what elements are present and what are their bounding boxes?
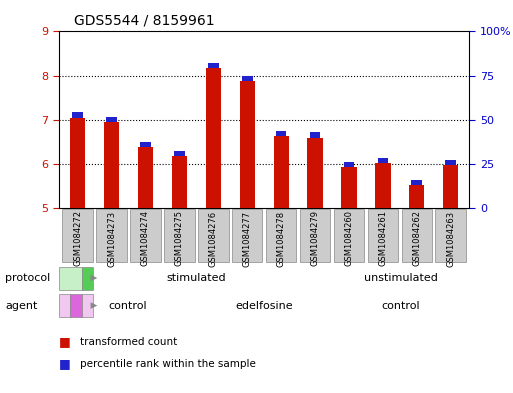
- Bar: [276, 131, 286, 136]
- Text: GSM1084262: GSM1084262: [412, 211, 421, 266]
- Text: GSM1084279: GSM1084279: [310, 211, 320, 266]
- Bar: [82, 266, 93, 290]
- Bar: [206, 68, 221, 208]
- Bar: [445, 160, 456, 165]
- Text: GSM1084260: GSM1084260: [345, 211, 353, 266]
- Bar: [198, 209, 229, 262]
- Text: GSM1084261: GSM1084261: [379, 211, 387, 266]
- Text: transformed count: transformed count: [80, 337, 177, 347]
- Text: control: control: [382, 301, 420, 310]
- Bar: [409, 185, 424, 208]
- Text: GSM1084278: GSM1084278: [277, 211, 286, 266]
- Bar: [411, 180, 422, 185]
- Text: stimulated: stimulated: [166, 273, 226, 283]
- Bar: [82, 294, 93, 317]
- Bar: [266, 209, 297, 262]
- Bar: [334, 209, 364, 262]
- Bar: [59, 294, 70, 317]
- Bar: [96, 209, 127, 262]
- Text: percentile rank within the sample: percentile rank within the sample: [80, 358, 255, 369]
- Bar: [344, 162, 354, 167]
- Text: GSM1084272: GSM1084272: [73, 211, 82, 266]
- Bar: [368, 209, 398, 262]
- Bar: [70, 118, 85, 208]
- Bar: [242, 76, 252, 81]
- Bar: [300, 209, 330, 262]
- Bar: [402, 209, 432, 262]
- Bar: [376, 163, 390, 208]
- Bar: [174, 151, 185, 156]
- Bar: [172, 156, 187, 208]
- Bar: [208, 63, 219, 68]
- Bar: [273, 136, 289, 208]
- Bar: [341, 167, 357, 208]
- Text: ■: ■: [59, 335, 71, 349]
- Text: ■: ■: [59, 357, 71, 370]
- Text: edelfosine: edelfosine: [235, 301, 293, 310]
- Text: GSM1084274: GSM1084274: [141, 211, 150, 266]
- Text: agent: agent: [5, 301, 37, 310]
- Text: control: control: [108, 301, 147, 310]
- Bar: [63, 209, 93, 262]
- Text: GSM1084275: GSM1084275: [175, 211, 184, 266]
- Bar: [164, 209, 194, 262]
- Bar: [138, 147, 153, 208]
- Bar: [310, 132, 321, 138]
- Bar: [106, 117, 117, 122]
- Bar: [378, 158, 388, 163]
- Bar: [436, 209, 466, 262]
- Bar: [232, 209, 263, 262]
- Text: GSM1084277: GSM1084277: [243, 211, 252, 266]
- Text: GSM1084276: GSM1084276: [209, 211, 218, 266]
- Bar: [70, 294, 82, 317]
- Bar: [140, 142, 151, 147]
- Bar: [130, 209, 161, 262]
- Text: GSM1084263: GSM1084263: [446, 211, 455, 266]
- Bar: [443, 165, 459, 208]
- Bar: [59, 266, 82, 290]
- Bar: [240, 81, 255, 208]
- Bar: [72, 112, 83, 118]
- Text: GDS5544 / 8159961: GDS5544 / 8159961: [74, 13, 215, 28]
- Bar: [104, 122, 119, 208]
- Text: unstimulated: unstimulated: [364, 273, 438, 283]
- Text: GSM1084273: GSM1084273: [107, 211, 116, 266]
- Text: protocol: protocol: [5, 273, 50, 283]
- Bar: [307, 138, 323, 208]
